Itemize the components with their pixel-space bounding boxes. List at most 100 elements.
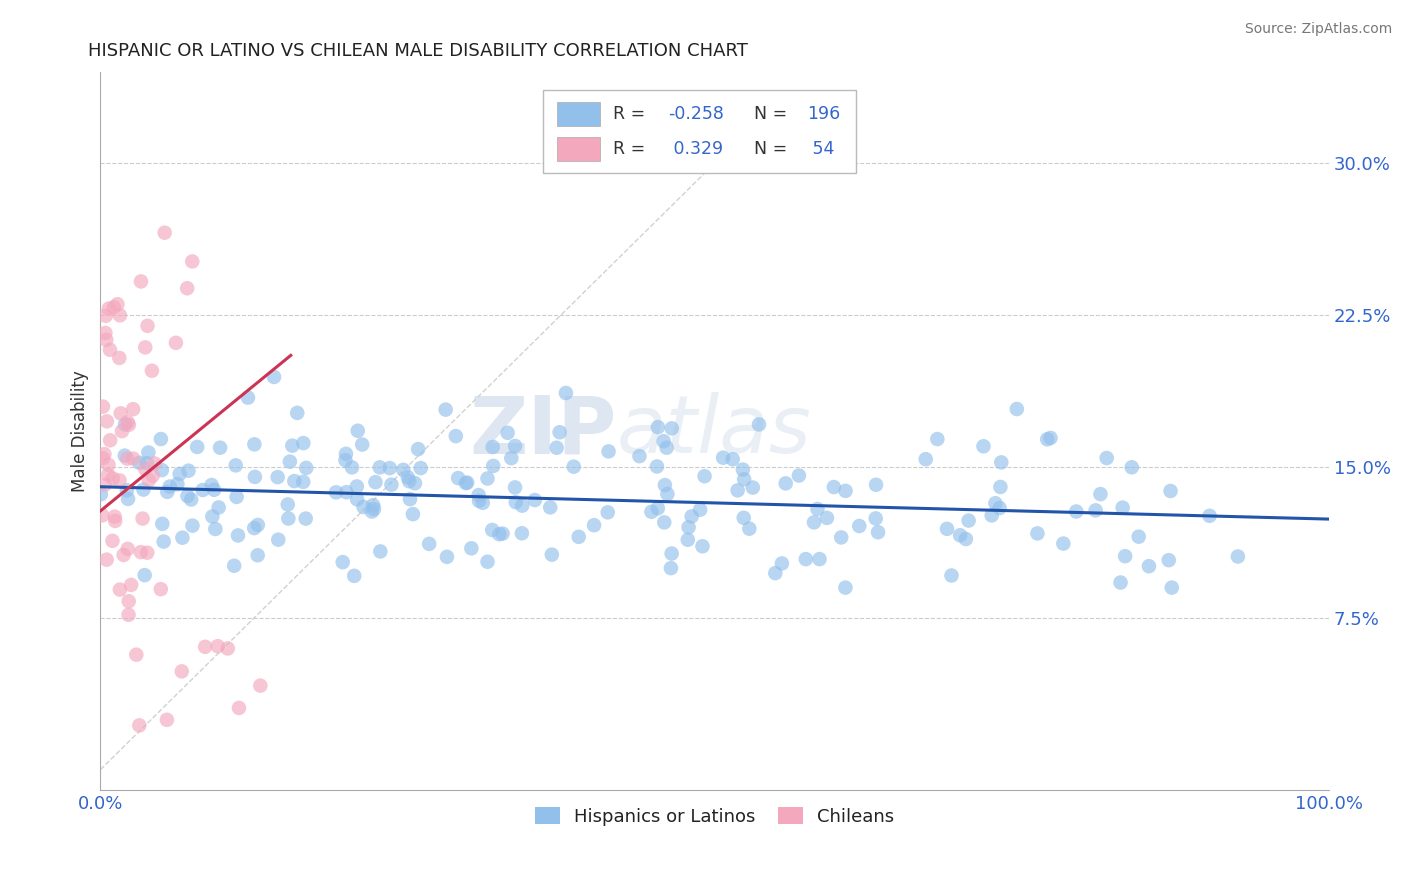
Point <box>169 467 191 481</box>
Point <box>128 718 150 732</box>
Point <box>652 516 675 530</box>
Point <box>346 492 368 507</box>
Point <box>501 451 523 466</box>
Point <box>142 468 165 483</box>
Point <box>101 533 124 548</box>
Point <box>496 425 519 440</box>
Point <box>380 477 402 491</box>
Point <box>90 487 112 501</box>
Point <box>136 546 159 560</box>
Point <box>748 417 770 432</box>
Point <box>1114 549 1136 564</box>
Point <box>647 501 669 516</box>
Point <box>181 254 204 268</box>
Point <box>481 440 503 454</box>
Point <box>510 499 533 513</box>
Point <box>91 451 114 466</box>
Point <box>263 370 285 384</box>
Point <box>295 461 318 475</box>
Point <box>1095 450 1118 465</box>
Point <box>654 478 676 492</box>
Point <box>834 581 856 595</box>
Point <box>364 475 387 490</box>
Point <box>418 537 440 551</box>
Point <box>98 343 121 357</box>
Point <box>325 485 347 500</box>
Point <box>114 449 136 463</box>
Point <box>346 424 368 438</box>
Point <box>176 281 198 295</box>
Point <box>114 417 136 432</box>
Point <box>554 386 576 401</box>
Point <box>170 665 193 679</box>
Point <box>104 514 127 528</box>
Point <box>848 519 870 533</box>
Point <box>1111 500 1133 515</box>
Point <box>150 463 173 477</box>
Point <box>340 460 363 475</box>
Point <box>467 488 489 502</box>
Point <box>447 471 470 485</box>
Point <box>138 474 160 488</box>
Point <box>209 441 232 455</box>
Point <box>172 531 194 545</box>
Point <box>294 511 316 525</box>
Point <box>866 525 889 540</box>
Point <box>1064 504 1087 518</box>
Point <box>94 309 117 323</box>
Point <box>134 462 156 476</box>
Point <box>204 522 226 536</box>
Point <box>136 456 159 470</box>
Point <box>108 474 131 488</box>
Point <box>482 458 505 473</box>
Point <box>808 552 831 566</box>
Point <box>711 450 734 465</box>
Point <box>1090 487 1112 501</box>
Point <box>152 534 174 549</box>
Point <box>236 391 259 405</box>
Point <box>191 483 214 497</box>
Point <box>834 483 856 498</box>
Text: -0.258: -0.258 <box>668 105 724 123</box>
Legend: Hispanics or Latinos, Chileans: Hispanics or Latinos, Chileans <box>526 798 904 835</box>
Point <box>107 297 129 311</box>
Point <box>803 516 825 530</box>
Point <box>125 648 148 662</box>
Point <box>108 582 131 597</box>
Point <box>914 452 936 467</box>
Point <box>454 476 477 491</box>
Point <box>655 441 678 455</box>
Point <box>1157 553 1180 567</box>
Point <box>96 414 118 428</box>
Point <box>727 483 749 498</box>
Point <box>363 502 385 516</box>
Point <box>775 476 797 491</box>
Point <box>865 511 887 525</box>
Point <box>733 472 755 486</box>
Point <box>460 541 482 556</box>
Point <box>186 440 208 454</box>
Point <box>122 402 145 417</box>
Point <box>477 555 499 569</box>
Point <box>1128 530 1150 544</box>
Point <box>335 447 357 461</box>
Point <box>201 509 224 524</box>
Point <box>628 449 651 463</box>
Point <box>278 455 301 469</box>
Point <box>118 594 141 608</box>
Point <box>406 442 429 456</box>
Point <box>98 434 121 448</box>
Point <box>136 318 159 333</box>
Point <box>156 484 179 499</box>
Point <box>1198 508 1220 523</box>
Point <box>562 459 585 474</box>
Point <box>96 552 118 566</box>
Point <box>108 351 131 365</box>
Point <box>583 518 606 533</box>
Point <box>177 464 200 478</box>
Point <box>97 458 120 472</box>
Point <box>267 533 290 547</box>
Point <box>1084 503 1107 517</box>
Point <box>112 548 135 562</box>
Point <box>128 456 150 470</box>
